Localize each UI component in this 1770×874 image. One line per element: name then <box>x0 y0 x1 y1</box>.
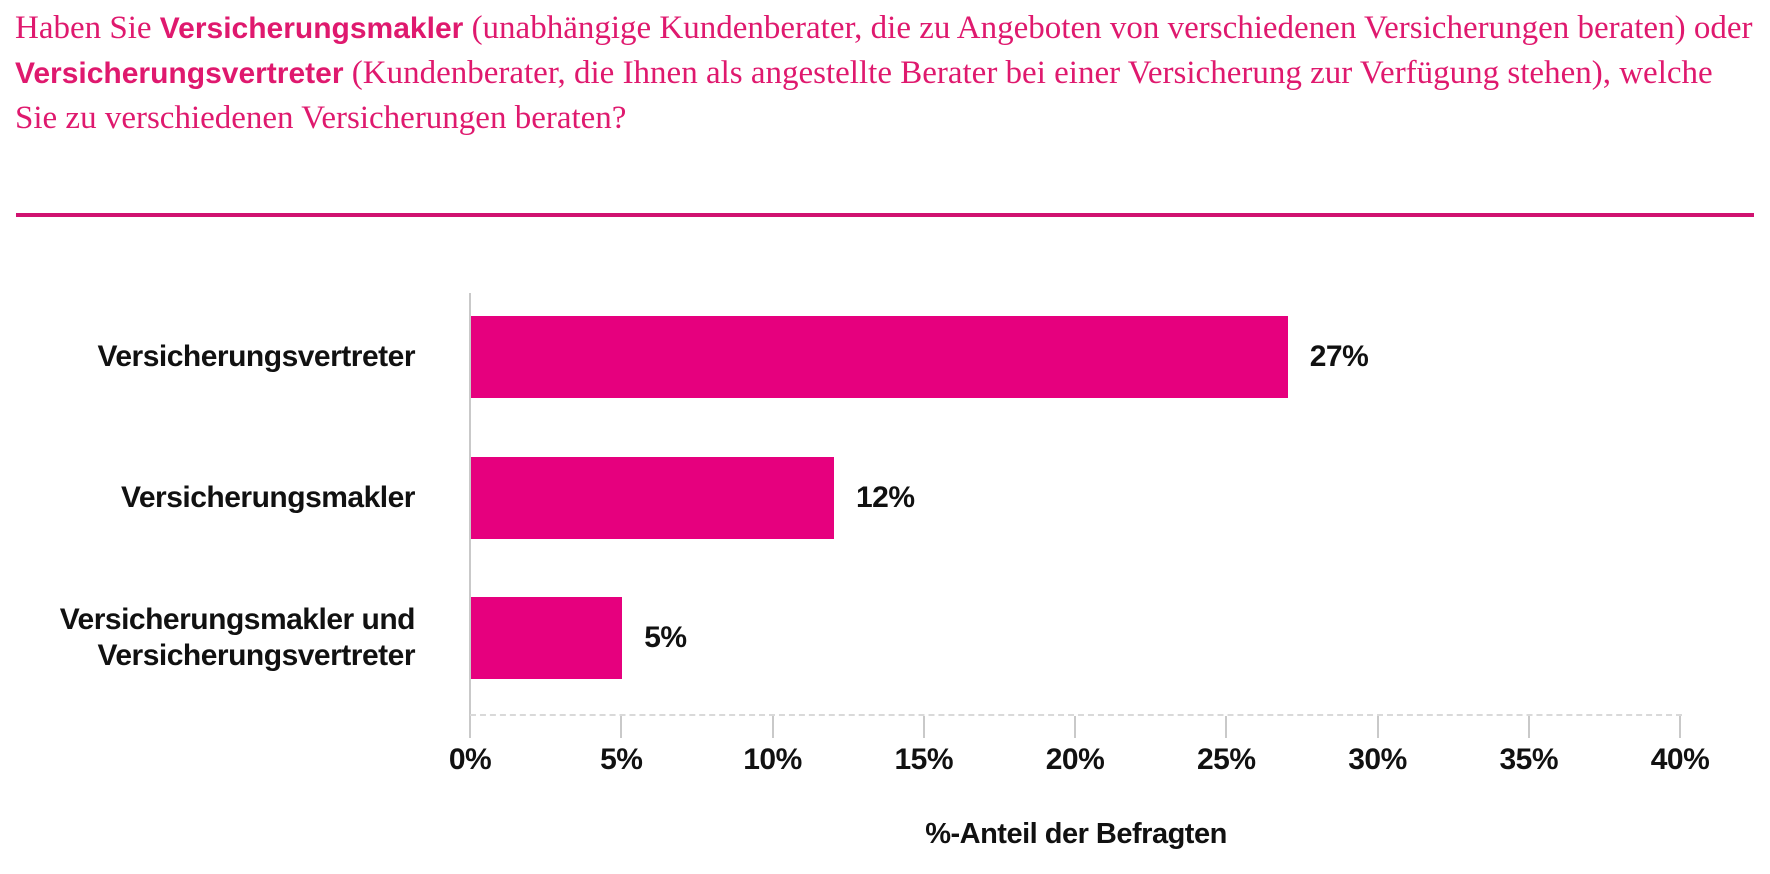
x-axis-line <box>470 714 1682 716</box>
x-axis-tick <box>1376 716 1379 738</box>
y-axis-line <box>469 293 471 716</box>
x-axis-tick-label: 30% <box>1348 743 1407 776</box>
category-label: Versicherungsvertreter <box>97 340 415 373</box>
x-axis-tick <box>1527 716 1530 738</box>
value-label: 27% <box>1309 340 1369 373</box>
x-axis-tick-label: 10% <box>743 743 802 776</box>
chart-question-title: Haben Sie Versicherungsmakler (unabhängi… <box>15 6 1757 140</box>
category-label: Versicherungsmakler <box>120 481 416 514</box>
value-label: 12% <box>856 481 915 514</box>
title-text-3: (Kundenberater, die Ihnen als angestellt… <box>15 55 1713 136</box>
x-axis-tick-label: 15% <box>894 743 954 776</box>
x-axis-tick <box>469 716 471 738</box>
x-axis-tick <box>771 716 774 738</box>
x-axis-title: %-Anteil der Befragten <box>925 818 1227 850</box>
bar <box>471 316 1288 398</box>
x-axis-tick-label: 5% <box>600 743 643 776</box>
bar <box>471 457 834 539</box>
x-axis-tick <box>922 716 925 738</box>
x-axis-tick <box>1225 716 1228 738</box>
category-label: Versicherungsmakler und Versicherungsver… <box>59 603 416 672</box>
x-axis-tick <box>620 716 623 738</box>
x-axis-tick <box>1679 716 1681 738</box>
x-axis-tick-label: 20% <box>1045 743 1105 776</box>
x-axis-tick <box>1074 716 1076 738</box>
bar <box>471 597 623 679</box>
x-axis-tick-label: 35% <box>1499 743 1559 776</box>
title-divider-rule <box>16 213 1754 217</box>
x-axis-tick-label: 40% <box>1650 743 1710 776</box>
x-axis-tick-label: 0% <box>448 743 492 776</box>
title-keyword-versicherungsvertreter: Versicherungsvertreter <box>15 57 344 90</box>
title-text-2: (unabhängige Kundenberater, die zu Angeb… <box>463 10 1753 46</box>
title-keyword-versicherungsmakler: Versicherungsmakler <box>159 12 464 45</box>
x-axis-tick-label: 25% <box>1196 743 1256 776</box>
title-text-1: Haben Sie <box>15 10 160 46</box>
value-label: 5% <box>644 621 687 654</box>
